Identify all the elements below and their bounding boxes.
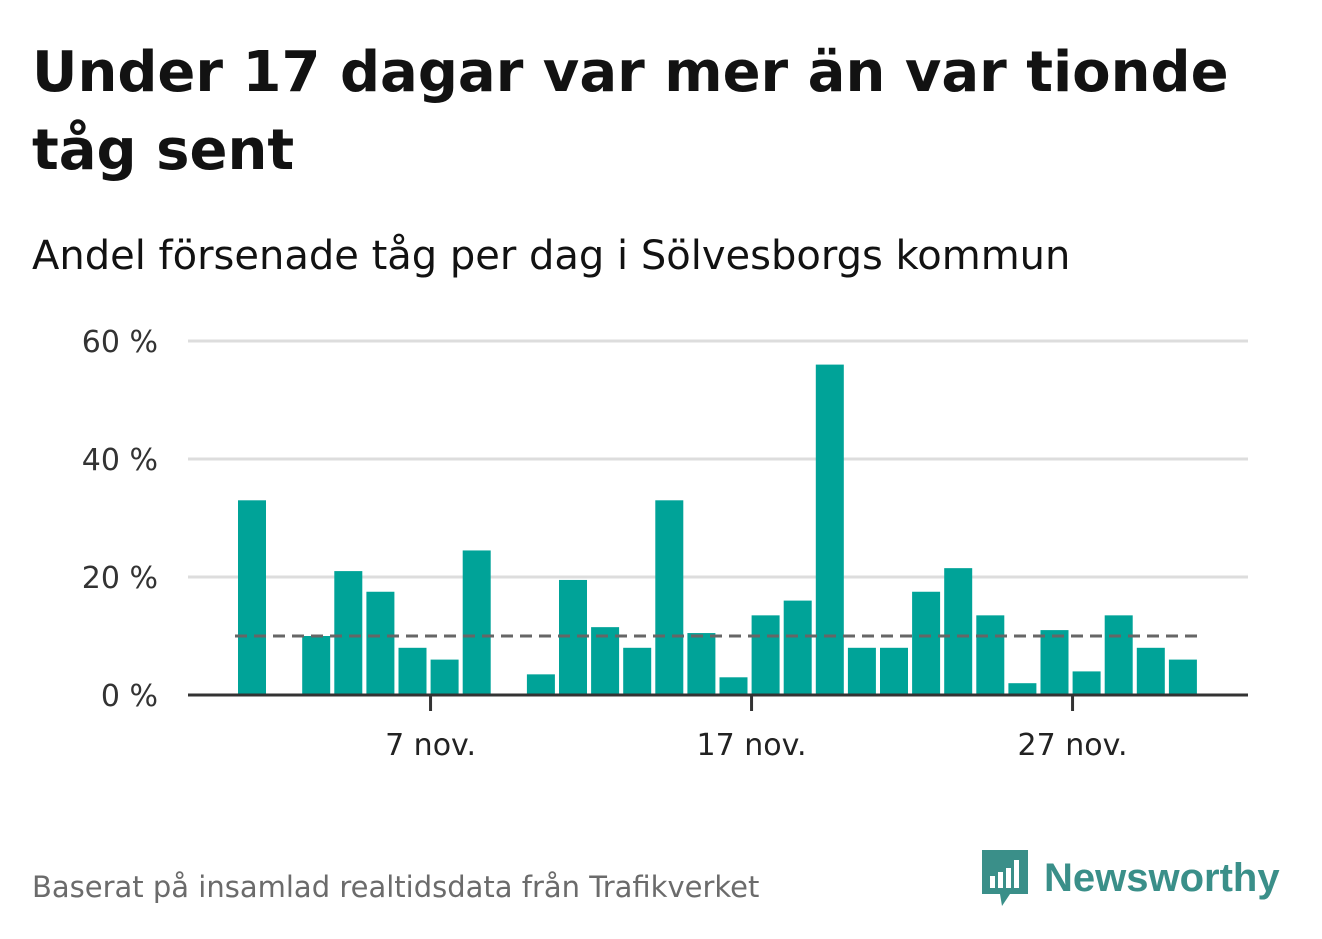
chart-subtitle: Andel försenade tåg per dag i Sölvesborg…: [32, 233, 1071, 279]
x-tick-label: 7 nov.: [385, 728, 476, 763]
source-note: Baserat på insamlad realtidsdata från Tr…: [32, 870, 760, 904]
x-tick-label: 27 nov.: [1018, 728, 1128, 763]
bar: [783, 600, 812, 695]
bar: [334, 571, 363, 695]
bar: [751, 615, 780, 695]
bar: [1168, 659, 1197, 695]
bar: [430, 659, 459, 695]
bar: [302, 636, 331, 695]
bar: [366, 591, 395, 695]
bar: [976, 615, 1005, 695]
bar: [912, 591, 941, 695]
bar: [847, 647, 876, 695]
newsworthy-logo: Newsworthy: [980, 848, 1280, 908]
bar: [655, 500, 684, 695]
logo-text: Newsworthy: [1044, 855, 1280, 900]
bar: [1104, 615, 1133, 695]
bar: [591, 627, 620, 695]
bar: [398, 647, 427, 695]
bar: [815, 364, 844, 695]
y-tick-label: 20 %: [82, 561, 158, 596]
bar: [687, 633, 716, 695]
newsworthy-logo-icon: [982, 850, 1028, 906]
bar: [1136, 647, 1165, 695]
bar: [1040, 630, 1069, 695]
bar: [623, 647, 652, 695]
y-tick-label: 40 %: [82, 443, 158, 478]
y-tick-label: 0 %: [101, 679, 158, 714]
bar: [238, 500, 266, 695]
chart-title: Under 17 dagar var mer än var tionde tåg…: [32, 40, 1229, 183]
bar: [944, 568, 973, 695]
y-tick-label: 60 %: [82, 325, 158, 360]
bar: [526, 674, 555, 695]
x-tick-label: 17 nov.: [697, 728, 807, 763]
bar: [1072, 671, 1101, 695]
bar: [1008, 683, 1037, 695]
bar: [880, 647, 908, 695]
bar: [719, 677, 748, 695]
bar: [462, 550, 491, 695]
